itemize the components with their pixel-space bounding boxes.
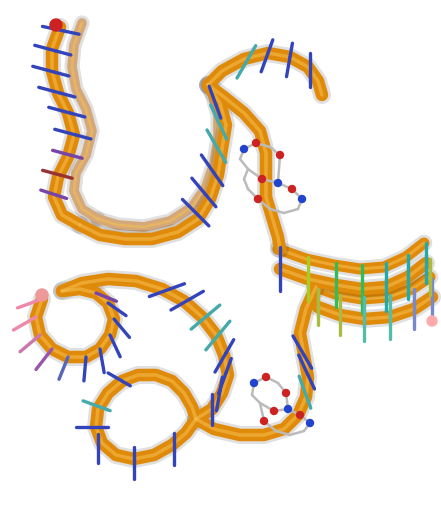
Circle shape — [258, 175, 265, 183]
Circle shape — [270, 407, 277, 415]
Circle shape — [283, 389, 289, 397]
Circle shape — [299, 195, 306, 203]
Circle shape — [261, 418, 268, 424]
Circle shape — [262, 373, 269, 381]
Circle shape — [306, 419, 314, 427]
Circle shape — [50, 19, 62, 31]
Circle shape — [250, 379, 258, 387]
Circle shape — [284, 405, 292, 413]
Circle shape — [427, 316, 437, 326]
Circle shape — [36, 289, 48, 301]
Circle shape — [240, 145, 247, 153]
Circle shape — [274, 179, 281, 187]
Circle shape — [277, 151, 284, 159]
Circle shape — [254, 195, 262, 203]
Circle shape — [296, 412, 303, 418]
Circle shape — [253, 140, 259, 146]
Circle shape — [288, 186, 295, 192]
